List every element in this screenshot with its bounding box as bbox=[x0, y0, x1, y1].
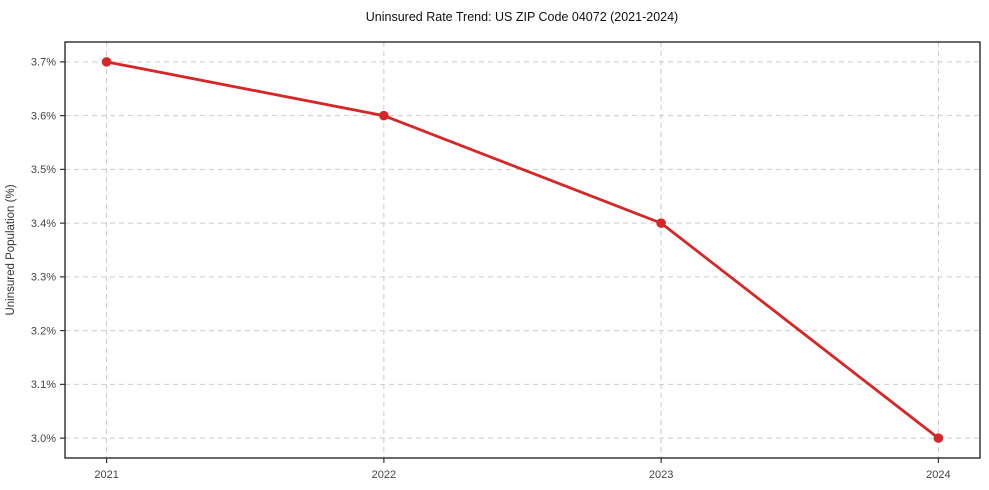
x-tick-label: 2023 bbox=[649, 469, 673, 481]
y-tick-label: 3.0% bbox=[31, 433, 56, 445]
data-point bbox=[379, 110, 389, 121]
axis-layer: 3.0% 3.1% 3.2% 3.3% 3.4% 3.5% 3.6% 3.7% 2021 2022… bbox=[31, 41, 981, 481]
plot-border bbox=[64, 41, 981, 459]
y-tick-label: 3.6% bbox=[31, 110, 56, 122]
trend-line bbox=[105, 60, 940, 440]
grid-layer bbox=[65, 42, 980, 458]
y-tick-label: 3.3% bbox=[31, 272, 56, 284]
x-tick-label: 2022 bbox=[372, 469, 396, 481]
y-tick-label: 3.7% bbox=[31, 57, 56, 69]
data-point bbox=[933, 433, 944, 443]
y-tick-label: 3.1% bbox=[31, 379, 56, 391]
y-tick-label: 3.2% bbox=[31, 325, 56, 337]
y-tick-label: 3.5% bbox=[31, 164, 56, 176]
chart-title: Uninsured Rate Trend: US ZIP Code 04072 … bbox=[366, 10, 678, 24]
y-axis-label: Uninsured Population (%) bbox=[5, 184, 17, 315]
x-tick-label: 2024 bbox=[926, 469, 950, 481]
series-layer bbox=[101, 57, 944, 443]
data-point bbox=[101, 57, 112, 67]
data-point bbox=[656, 218, 666, 228]
y-tick-label: 3.4% bbox=[31, 218, 56, 230]
x-tick-label: 2021 bbox=[94, 469, 118, 481]
